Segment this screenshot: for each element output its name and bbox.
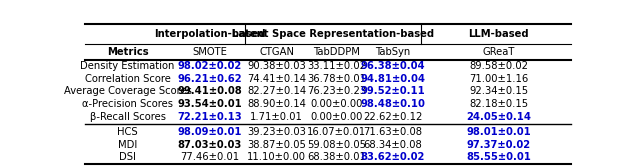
- Text: β-Recall Scores: β-Recall Scores: [90, 112, 166, 122]
- Text: HCS: HCS: [117, 127, 138, 137]
- Text: 94.81±0.04: 94.81±0.04: [360, 74, 425, 84]
- Text: 90.38±0.03: 90.38±0.03: [247, 61, 306, 71]
- Text: Interpolation-based: Interpolation-based: [154, 29, 266, 39]
- Text: 68.38±0.01: 68.38±0.01: [307, 152, 366, 162]
- Text: 97.37±0.02: 97.37±0.02: [467, 140, 531, 150]
- Text: 68.34±0.08: 68.34±0.08: [364, 140, 422, 150]
- Text: 24.05±0.14: 24.05±0.14: [466, 112, 531, 122]
- Text: CTGAN: CTGAN: [259, 47, 294, 57]
- Text: 99.41±0.08: 99.41±0.08: [177, 86, 243, 96]
- Text: DSI: DSI: [119, 152, 136, 162]
- Text: MDI: MDI: [118, 140, 137, 150]
- Text: 38.87±0.05: 38.87±0.05: [247, 140, 306, 150]
- Text: 0.00±0.00: 0.00±0.00: [310, 112, 363, 122]
- Text: 1.71±0.01: 1.71±0.01: [250, 112, 303, 122]
- Text: 85.55±0.01: 85.55±0.01: [466, 152, 531, 162]
- Text: 0.00±0.00: 0.00±0.00: [310, 99, 363, 109]
- Text: 74.41±0.14: 74.41±0.14: [247, 74, 306, 84]
- Text: LLM-based: LLM-based: [468, 29, 529, 39]
- Text: 88.90±0.14: 88.90±0.14: [247, 99, 306, 109]
- Text: 83.62±0.02: 83.62±0.02: [360, 152, 425, 162]
- Text: Metrics: Metrics: [107, 47, 148, 57]
- Text: 98.02±0.02: 98.02±0.02: [178, 61, 242, 71]
- Text: SMOTE: SMOTE: [193, 47, 227, 57]
- Text: 98.09±0.01: 98.09±0.01: [178, 127, 242, 137]
- Text: 96.38±0.04: 96.38±0.04: [360, 61, 425, 71]
- Text: 72.21±0.13: 72.21±0.13: [178, 112, 243, 122]
- Text: 59.08±0.05: 59.08±0.05: [307, 140, 366, 150]
- Text: TabDDPM: TabDDPM: [313, 47, 360, 57]
- Text: Average Coverage Scores: Average Coverage Scores: [63, 86, 191, 96]
- Text: 11.10±0.00: 11.10±0.00: [247, 152, 306, 162]
- Text: TabSyn: TabSyn: [375, 47, 410, 57]
- Text: 39.23±0.03: 39.23±0.03: [247, 127, 306, 137]
- Text: 36.78±0.01: 36.78±0.01: [307, 74, 366, 84]
- Text: 76.23±0.23: 76.23±0.23: [307, 86, 366, 96]
- Text: 71.63±0.08: 71.63±0.08: [364, 127, 422, 137]
- Text: 16.07±0.01: 16.07±0.01: [307, 127, 366, 137]
- Text: 98.48±0.10: 98.48±0.10: [360, 99, 425, 109]
- Text: Latent Space Representation-based: Latent Space Representation-based: [232, 29, 434, 39]
- Text: 92.34±0.15: 92.34±0.15: [469, 86, 528, 96]
- Text: 98.01±0.01: 98.01±0.01: [467, 127, 531, 137]
- Text: 77.46±0.01: 77.46±0.01: [180, 152, 239, 162]
- Text: 87.03±0.03: 87.03±0.03: [178, 140, 242, 150]
- Text: GReaT: GReaT: [483, 47, 515, 57]
- Text: 89.58±0.02: 89.58±0.02: [469, 61, 528, 71]
- Text: 99.52±0.11: 99.52±0.11: [360, 86, 425, 96]
- Text: 82.27±0.14: 82.27±0.14: [247, 86, 306, 96]
- Text: 33.11±0.02: 33.11±0.02: [307, 61, 366, 71]
- Text: 93.54±0.01: 93.54±0.01: [177, 99, 243, 109]
- Text: 71.00±1.16: 71.00±1.16: [469, 74, 528, 84]
- Text: Density Estimation: Density Estimation: [81, 61, 175, 71]
- Text: 82.18±0.15: 82.18±0.15: [469, 99, 528, 109]
- Text: Correlation Score: Correlation Score: [84, 74, 170, 84]
- Text: 96.21±0.62: 96.21±0.62: [178, 74, 243, 84]
- Text: α-Precision Scores: α-Precision Scores: [82, 99, 173, 109]
- Text: 22.62±0.12: 22.62±0.12: [363, 112, 422, 122]
